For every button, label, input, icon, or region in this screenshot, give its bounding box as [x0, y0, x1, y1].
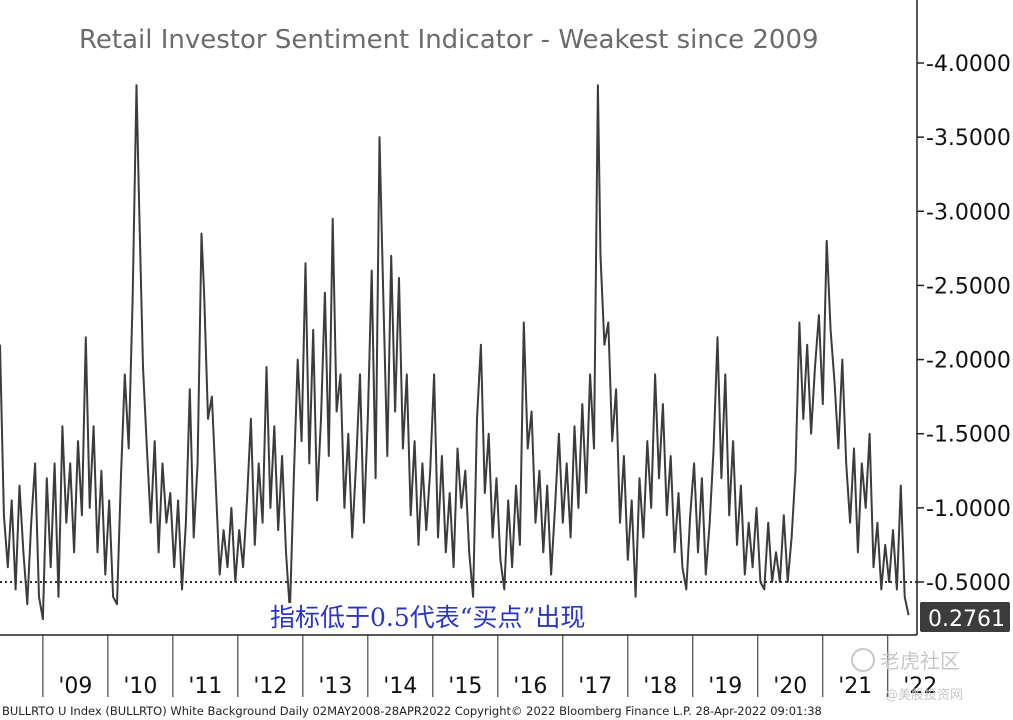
x-tick-label: '19 — [708, 674, 742, 699]
last-value-label: 0.2761 — [928, 607, 1005, 632]
chart-title: Retail Investor Sentiment Indicator - We… — [79, 25, 819, 55]
x-tick-label: '14 — [383, 674, 417, 699]
x-axis-ticks: '09 '10 '11 '12 '13 '14 '15 '16 '17 '18 '19 '20 '21 '… — [42, 635, 937, 699]
x-tick-label: '22 — [903, 674, 937, 699]
series-line — [0, 84, 910, 621]
watermark: 老虎社区 @美股投资网 — [851, 648, 963, 703]
annotation-bg — [262, 603, 730, 631]
y-tick-label: -0.5000 — [926, 571, 1011, 596]
y-tick-label: -3.5000 — [926, 126, 1011, 151]
y-axis-ticks: -4.0000 -3.5000 -3.0000 -2.5000 -2.0000 -1.50… — [917, 52, 1011, 596]
x-tick-label: '11 — [188, 674, 222, 699]
x-tick-label: '16 — [513, 674, 547, 699]
y-tick-label: -4.0000 — [926, 52, 1011, 77]
x-tick-label: '15 — [448, 674, 482, 699]
annotation-text: 指标低于0.5代表“买点”出现 — [270, 603, 585, 632]
x-tick-label: '10 — [123, 674, 157, 699]
x-tick-label: '18 — [643, 674, 677, 699]
watermark-sub: @美股投资网 — [885, 687, 963, 703]
watermark-logo-icon — [851, 648, 875, 672]
watermark-main: 老虎社区 — [880, 649, 960, 673]
axes — [0, 0, 918, 636]
x-tick-label: '09 — [58, 674, 92, 699]
x-tick-label: '12 — [253, 674, 287, 699]
y-tick-label: -2.0000 — [926, 349, 1011, 374]
y-tick-label: -1.5000 — [926, 423, 1011, 448]
y-tick-label: -1.0000 — [926, 497, 1011, 522]
y-tick-label: -3.0000 — [926, 200, 1011, 225]
footer-source: BULLRTO U Index (BULLRTO) White Backgrou… — [2, 704, 822, 718]
x-tick-label: '21 — [838, 674, 872, 699]
last-value-badge: 0.2761 — [920, 602, 1010, 632]
x-tick-label: '17 — [578, 674, 612, 699]
y-tick-label: -2.5000 — [926, 274, 1011, 299]
x-tick-label: '13 — [318, 674, 352, 699]
x-tick-label: '20 — [773, 674, 807, 699]
